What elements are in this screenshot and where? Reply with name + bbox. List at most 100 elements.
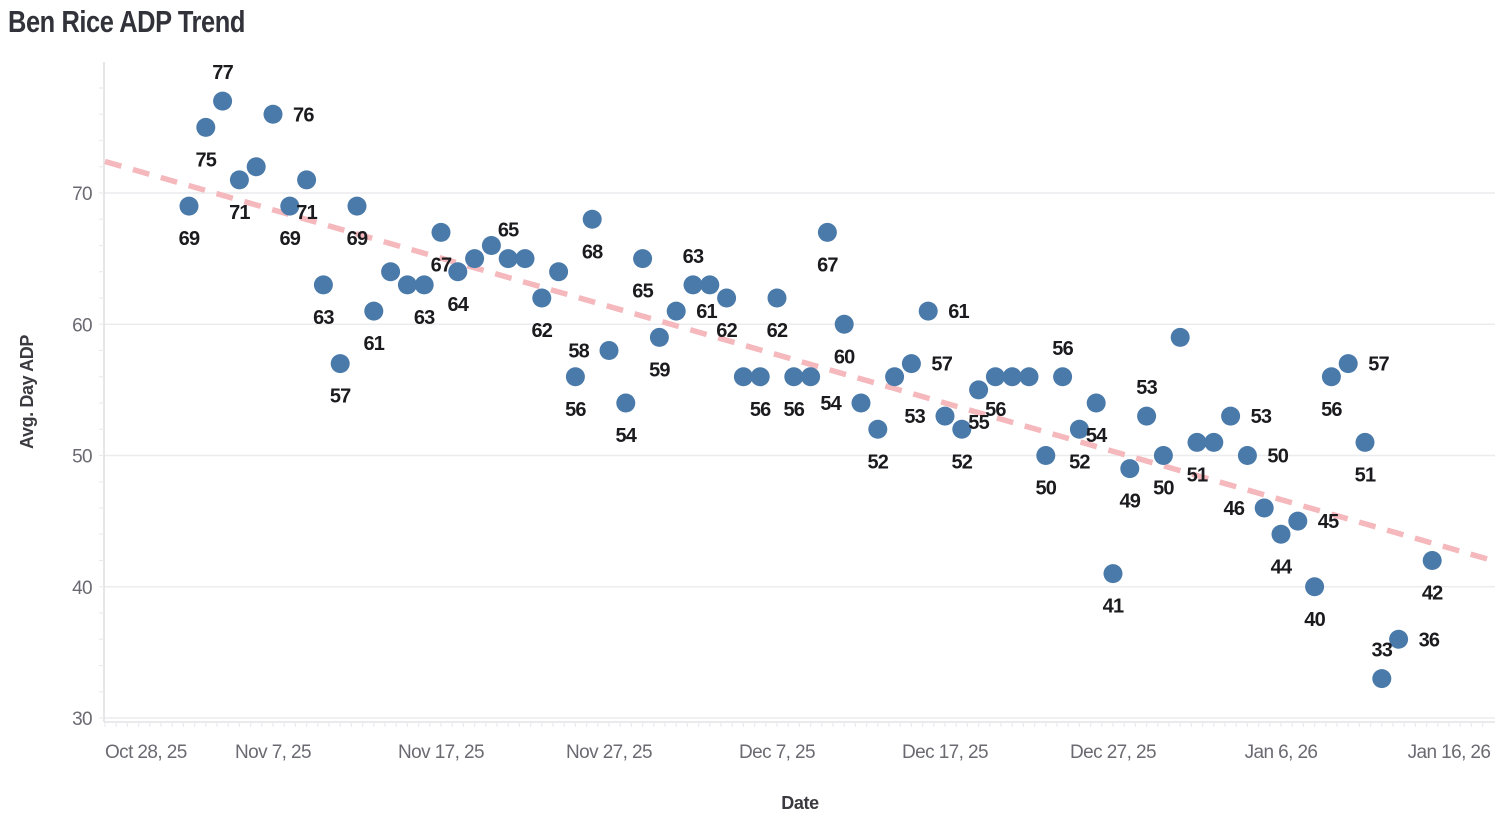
data-point[interactable] xyxy=(448,262,468,282)
data-point[interactable] xyxy=(1254,498,1274,518)
data-point[interactable] xyxy=(532,288,552,308)
data-point[interactable] xyxy=(1153,446,1173,465)
data-point[interactable] xyxy=(784,367,804,387)
data-point[interactable] xyxy=(498,249,518,269)
data-point-label: 62 xyxy=(716,320,737,342)
data-point[interactable] xyxy=(263,104,283,124)
data-point[interactable] xyxy=(1288,511,1308,531)
data-point[interactable] xyxy=(196,117,216,137)
data-point[interactable] xyxy=(633,249,653,269)
data-point[interactable] xyxy=(213,91,233,111)
data-point[interactable] xyxy=(767,288,787,308)
data-point[interactable] xyxy=(1204,432,1224,452)
data-point[interactable] xyxy=(347,196,367,216)
data-point[interactable] xyxy=(985,367,1005,387)
data-point-label: 63 xyxy=(313,307,334,329)
data-point-label: 40 xyxy=(1304,609,1325,631)
data-point[interactable] xyxy=(1036,446,1056,465)
data-point[interactable] xyxy=(431,222,451,242)
data-point[interactable] xyxy=(1237,446,1257,465)
data-point[interactable] xyxy=(1221,406,1241,426)
data-point[interactable] xyxy=(649,327,669,347)
data-point[interactable] xyxy=(381,262,401,282)
data-point[interactable] xyxy=(481,236,501,255)
data-point[interactable] xyxy=(616,393,636,413)
data-point-label: 69 xyxy=(279,228,300,250)
x-tick-label: Oct 28, 25 xyxy=(105,742,187,763)
data-point[interactable] xyxy=(397,275,417,295)
data-point-label: 45 xyxy=(1318,511,1339,533)
data-point-label: 57 xyxy=(931,354,952,376)
data-point[interactable] xyxy=(935,406,955,426)
data-point[interactable] xyxy=(179,196,199,216)
data-point[interactable] xyxy=(1338,354,1358,374)
data-point[interactable] xyxy=(1019,367,1039,387)
data-point[interactable] xyxy=(549,262,569,282)
data-point[interactable] xyxy=(1321,367,1341,387)
data-point[interactable] xyxy=(851,393,871,413)
data-point-label: 62 xyxy=(767,320,788,342)
x-tick-label: Nov 27, 25 xyxy=(566,742,652,763)
data-point[interactable] xyxy=(1053,367,1073,387)
data-point[interactable] xyxy=(229,170,249,190)
data-point-label: 65 xyxy=(632,281,653,303)
data-point[interactable] xyxy=(1389,629,1409,649)
data-point-label: 56 xyxy=(565,399,586,421)
data-point-label: 46 xyxy=(1224,498,1245,520)
data-point[interactable] xyxy=(297,170,317,190)
data-point-label: 52 xyxy=(951,451,972,473)
data-point[interactable] xyxy=(969,380,989,400)
data-point[interactable] xyxy=(717,288,737,308)
data-point[interactable] xyxy=(801,367,821,387)
data-point[interactable] xyxy=(1422,551,1442,570)
data-point[interactable] xyxy=(246,157,266,177)
data-point[interactable] xyxy=(733,367,753,387)
data-point[interactable] xyxy=(1002,367,1022,387)
data-point-label: 67 xyxy=(817,254,838,276)
data-point[interactable] xyxy=(700,275,720,295)
y-tick-label: 50 xyxy=(72,447,92,468)
data-point[interactable] xyxy=(330,354,350,374)
data-point[interactable] xyxy=(901,354,921,374)
data-point[interactable] xyxy=(1355,432,1375,452)
x-tick-label: Nov 7, 25 xyxy=(235,742,311,763)
data-point[interactable] xyxy=(465,249,485,269)
data-point[interactable] xyxy=(952,419,972,439)
data-point[interactable] xyxy=(1103,564,1123,584)
y-tick-label: 60 xyxy=(72,315,92,336)
data-point[interactable] xyxy=(1170,327,1190,347)
data-point[interactable] xyxy=(599,341,619,360)
data-point-label: 44 xyxy=(1271,556,1293,578)
data-point[interactable] xyxy=(918,301,938,321)
data-point[interactable] xyxy=(1069,419,1089,439)
data-point-label: 57 xyxy=(1368,354,1389,376)
data-point-label: 65 xyxy=(498,220,519,242)
data-point[interactable] xyxy=(1137,406,1157,426)
data-point[interactable] xyxy=(750,367,770,387)
data-point[interactable] xyxy=(868,419,888,439)
data-point-label: 41 xyxy=(1103,596,1124,618)
data-point[interactable] xyxy=(364,301,384,321)
data-point[interactable] xyxy=(414,275,434,295)
data-point[interactable] xyxy=(885,367,905,387)
data-point[interactable] xyxy=(313,275,333,295)
data-point-label: 58 xyxy=(568,341,589,363)
data-point[interactable] xyxy=(1120,459,1140,479)
data-point[interactable] xyxy=(1271,524,1291,544)
data-point[interactable] xyxy=(280,196,300,216)
data-point[interactable] xyxy=(565,367,585,387)
data-point[interactable] xyxy=(1305,577,1325,597)
data-point-label: 56 xyxy=(985,399,1006,421)
data-point[interactable] xyxy=(1372,669,1392,689)
data-point[interactable] xyxy=(1086,393,1106,413)
data-point[interactable] xyxy=(666,301,686,321)
data-point[interactable] xyxy=(817,222,837,242)
data-point[interactable] xyxy=(582,209,602,229)
data-point[interactable] xyxy=(1187,432,1207,452)
data-point[interactable] xyxy=(515,249,535,269)
data-point-label: 55 xyxy=(968,412,989,434)
data-point[interactable] xyxy=(683,275,703,295)
data-point[interactable] xyxy=(834,314,854,334)
trend-line xyxy=(104,158,1494,564)
